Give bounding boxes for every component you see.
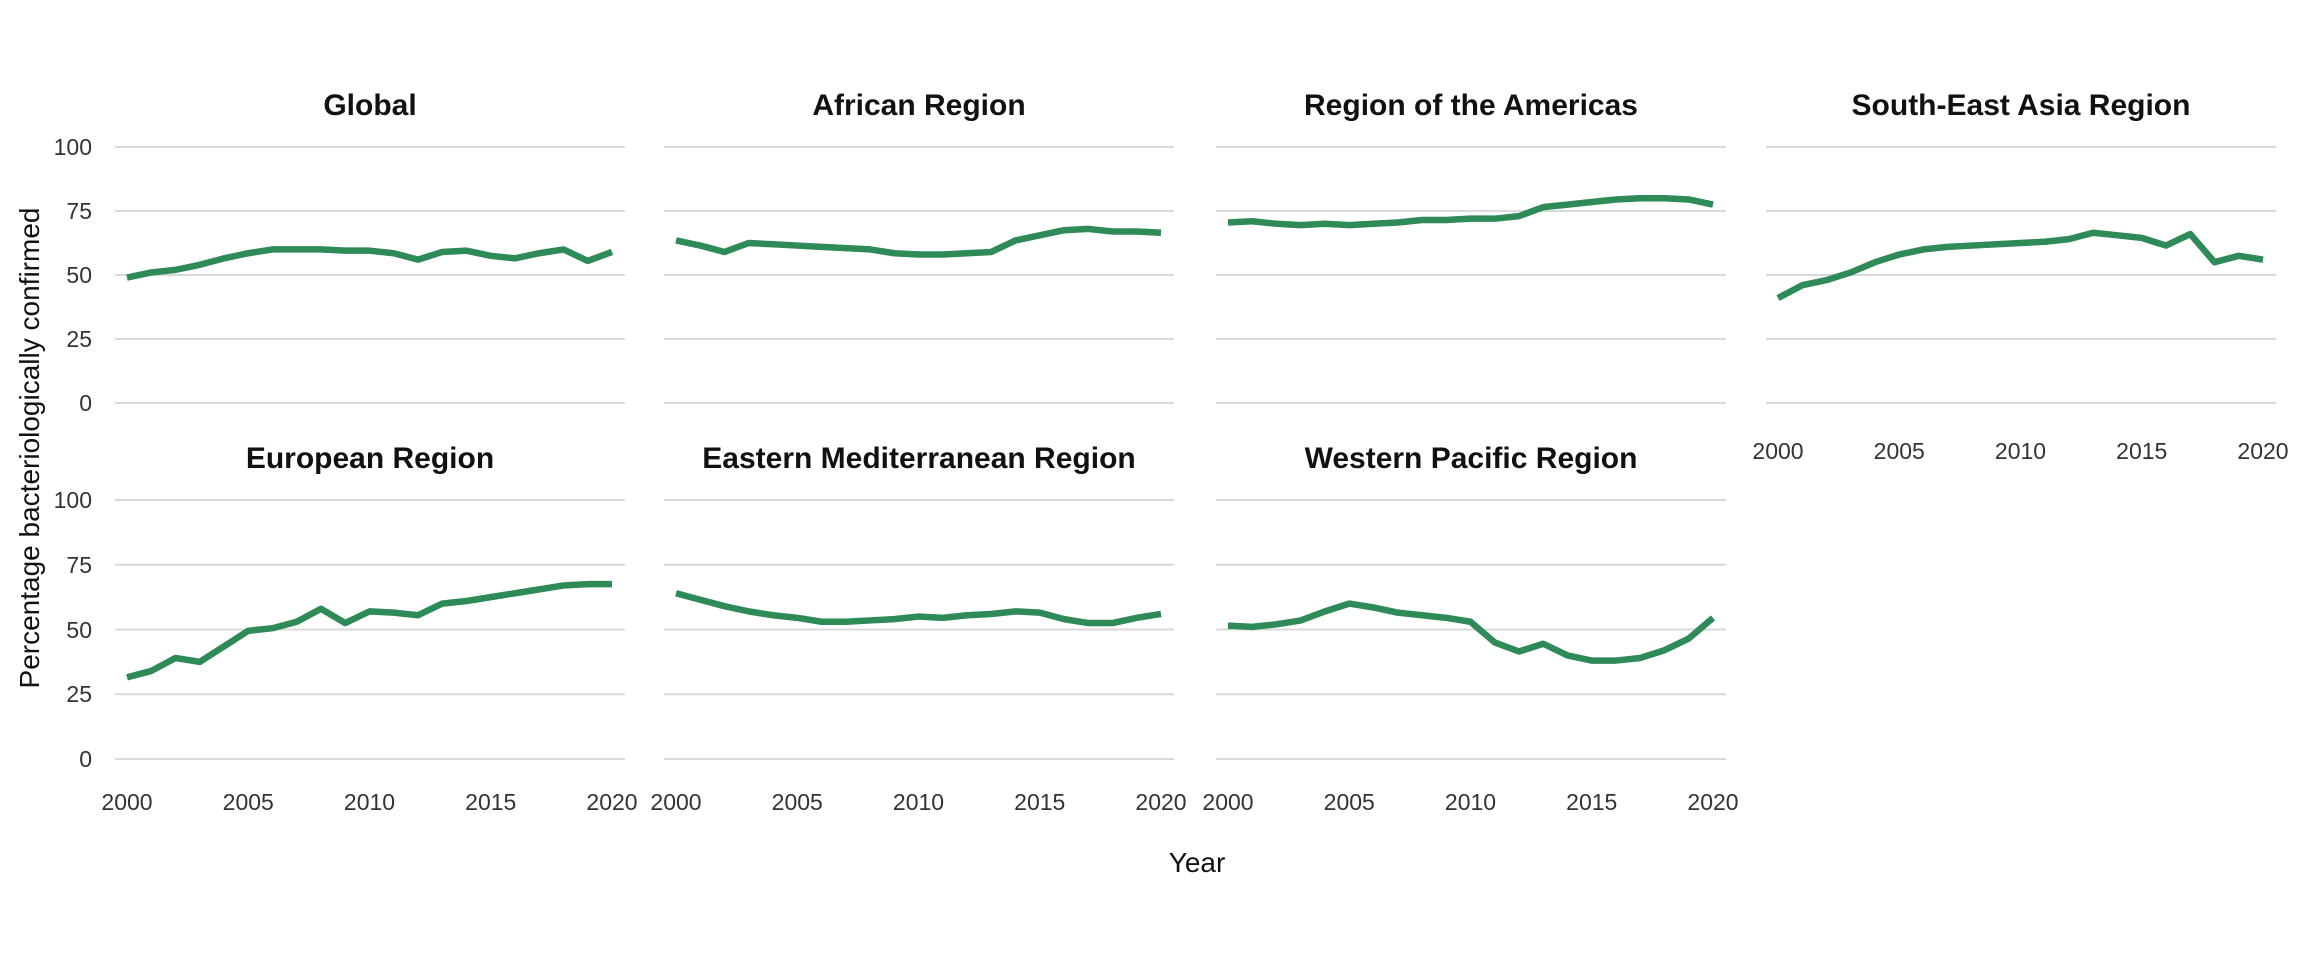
x-tick-label: 2015 (1566, 789, 1618, 815)
data-line (1227, 600, 1716, 664)
y-tick-label: 25 (66, 326, 92, 352)
x-tick-label: 2015 (465, 789, 517, 815)
x-tick-label: 2010 (1444, 789, 1497, 815)
facet-eastern-mediterranean-region: Eastern Mediterranean Region 2000 2005 201… (650, 0, 1186, 960)
facet-global: Global 0 25 50 75 100 (54, 0, 625, 960)
x-tick-label: 2010 (892, 789, 945, 815)
data-line (1776, 229, 2264, 301)
y-tick-label: 75 (66, 198, 92, 224)
facet-title: Region of the Americas (1304, 89, 1638, 122)
x-tick-label: 2010 (343, 789, 396, 815)
data-line (1227, 194, 1714, 229)
x-tick-label: 2020 (1135, 789, 1187, 815)
data-line (675, 225, 1162, 258)
facet-panel (1766, 146, 2276, 404)
data-line (126, 246, 614, 281)
y-tick-label: 100 (53, 487, 92, 513)
x-tick-label: 2020 (1687, 789, 1739, 815)
x-tick-label: 2005 (1873, 438, 1925, 464)
facet-title: Western Pacific Region (1304, 442, 1638, 475)
x-tick-label: 2005 (1323, 789, 1375, 815)
x-tick-label: 2000 (650, 789, 702, 815)
facet-african-region: African Region (664, 0, 1174, 960)
facet-european-region: European Region 0 25 50 75 100 2000 2005 2010 20… (54, 0, 638, 960)
x-tick-label: 2000 (1752, 438, 1804, 464)
facet-western-pacific-region: Western Pacific Region 2000 2005 2010 2015 2… (1202, 0, 1738, 960)
x-axis-title: Year (1168, 847, 1226, 878)
x-tick-label: 2005 (771, 789, 823, 815)
facet-title: African Region (812, 89, 1026, 122)
x-tick-label: 2020 (586, 789, 638, 815)
data-line (675, 590, 1162, 627)
facet-panel (1216, 146, 1726, 404)
x-tick-label: 2000 (101, 789, 153, 815)
x-tick-label: 2000 (1202, 789, 1254, 815)
data-line (126, 580, 612, 681)
x-tick-label: 2015 (2116, 438, 2168, 464)
y-tick-label: 0 (79, 390, 92, 416)
x-tick-label: 2020 (2237, 438, 2289, 464)
y-tick-label: 50 (66, 616, 92, 643)
x-tick-label: 2015 (1014, 789, 1066, 815)
x-tick-label: 2005 (222, 789, 274, 815)
y-tick-label: 25 (66, 681, 92, 708)
facet-title: South-East Asia Region (1851, 89, 2191, 122)
facet-panel (115, 499, 625, 760)
y-tick-label: 100 (53, 134, 92, 160)
x-tick-label: 2010 (1994, 438, 2047, 464)
y-tick-label: 50 (66, 262, 92, 288)
facet-panel (115, 146, 625, 404)
facet-panel (664, 499, 1174, 760)
facet-region-of-the-americas: Region of the Americas (1216, 0, 1726, 960)
facet-panel (1216, 499, 1726, 760)
y-tick-label: 75 (66, 551, 92, 578)
facet-title: European Region (245, 442, 495, 475)
y-tick-label: 0 (79, 746, 92, 772)
facet-title: Global (323, 89, 417, 122)
facet-south-east-asia-region: South-East Asia Region 2000 2005 2010 2015 2… (1752, 0, 2288, 960)
facet-title: Eastern Mediterranean Region (702, 442, 1136, 475)
facet-panel (664, 146, 1174, 404)
